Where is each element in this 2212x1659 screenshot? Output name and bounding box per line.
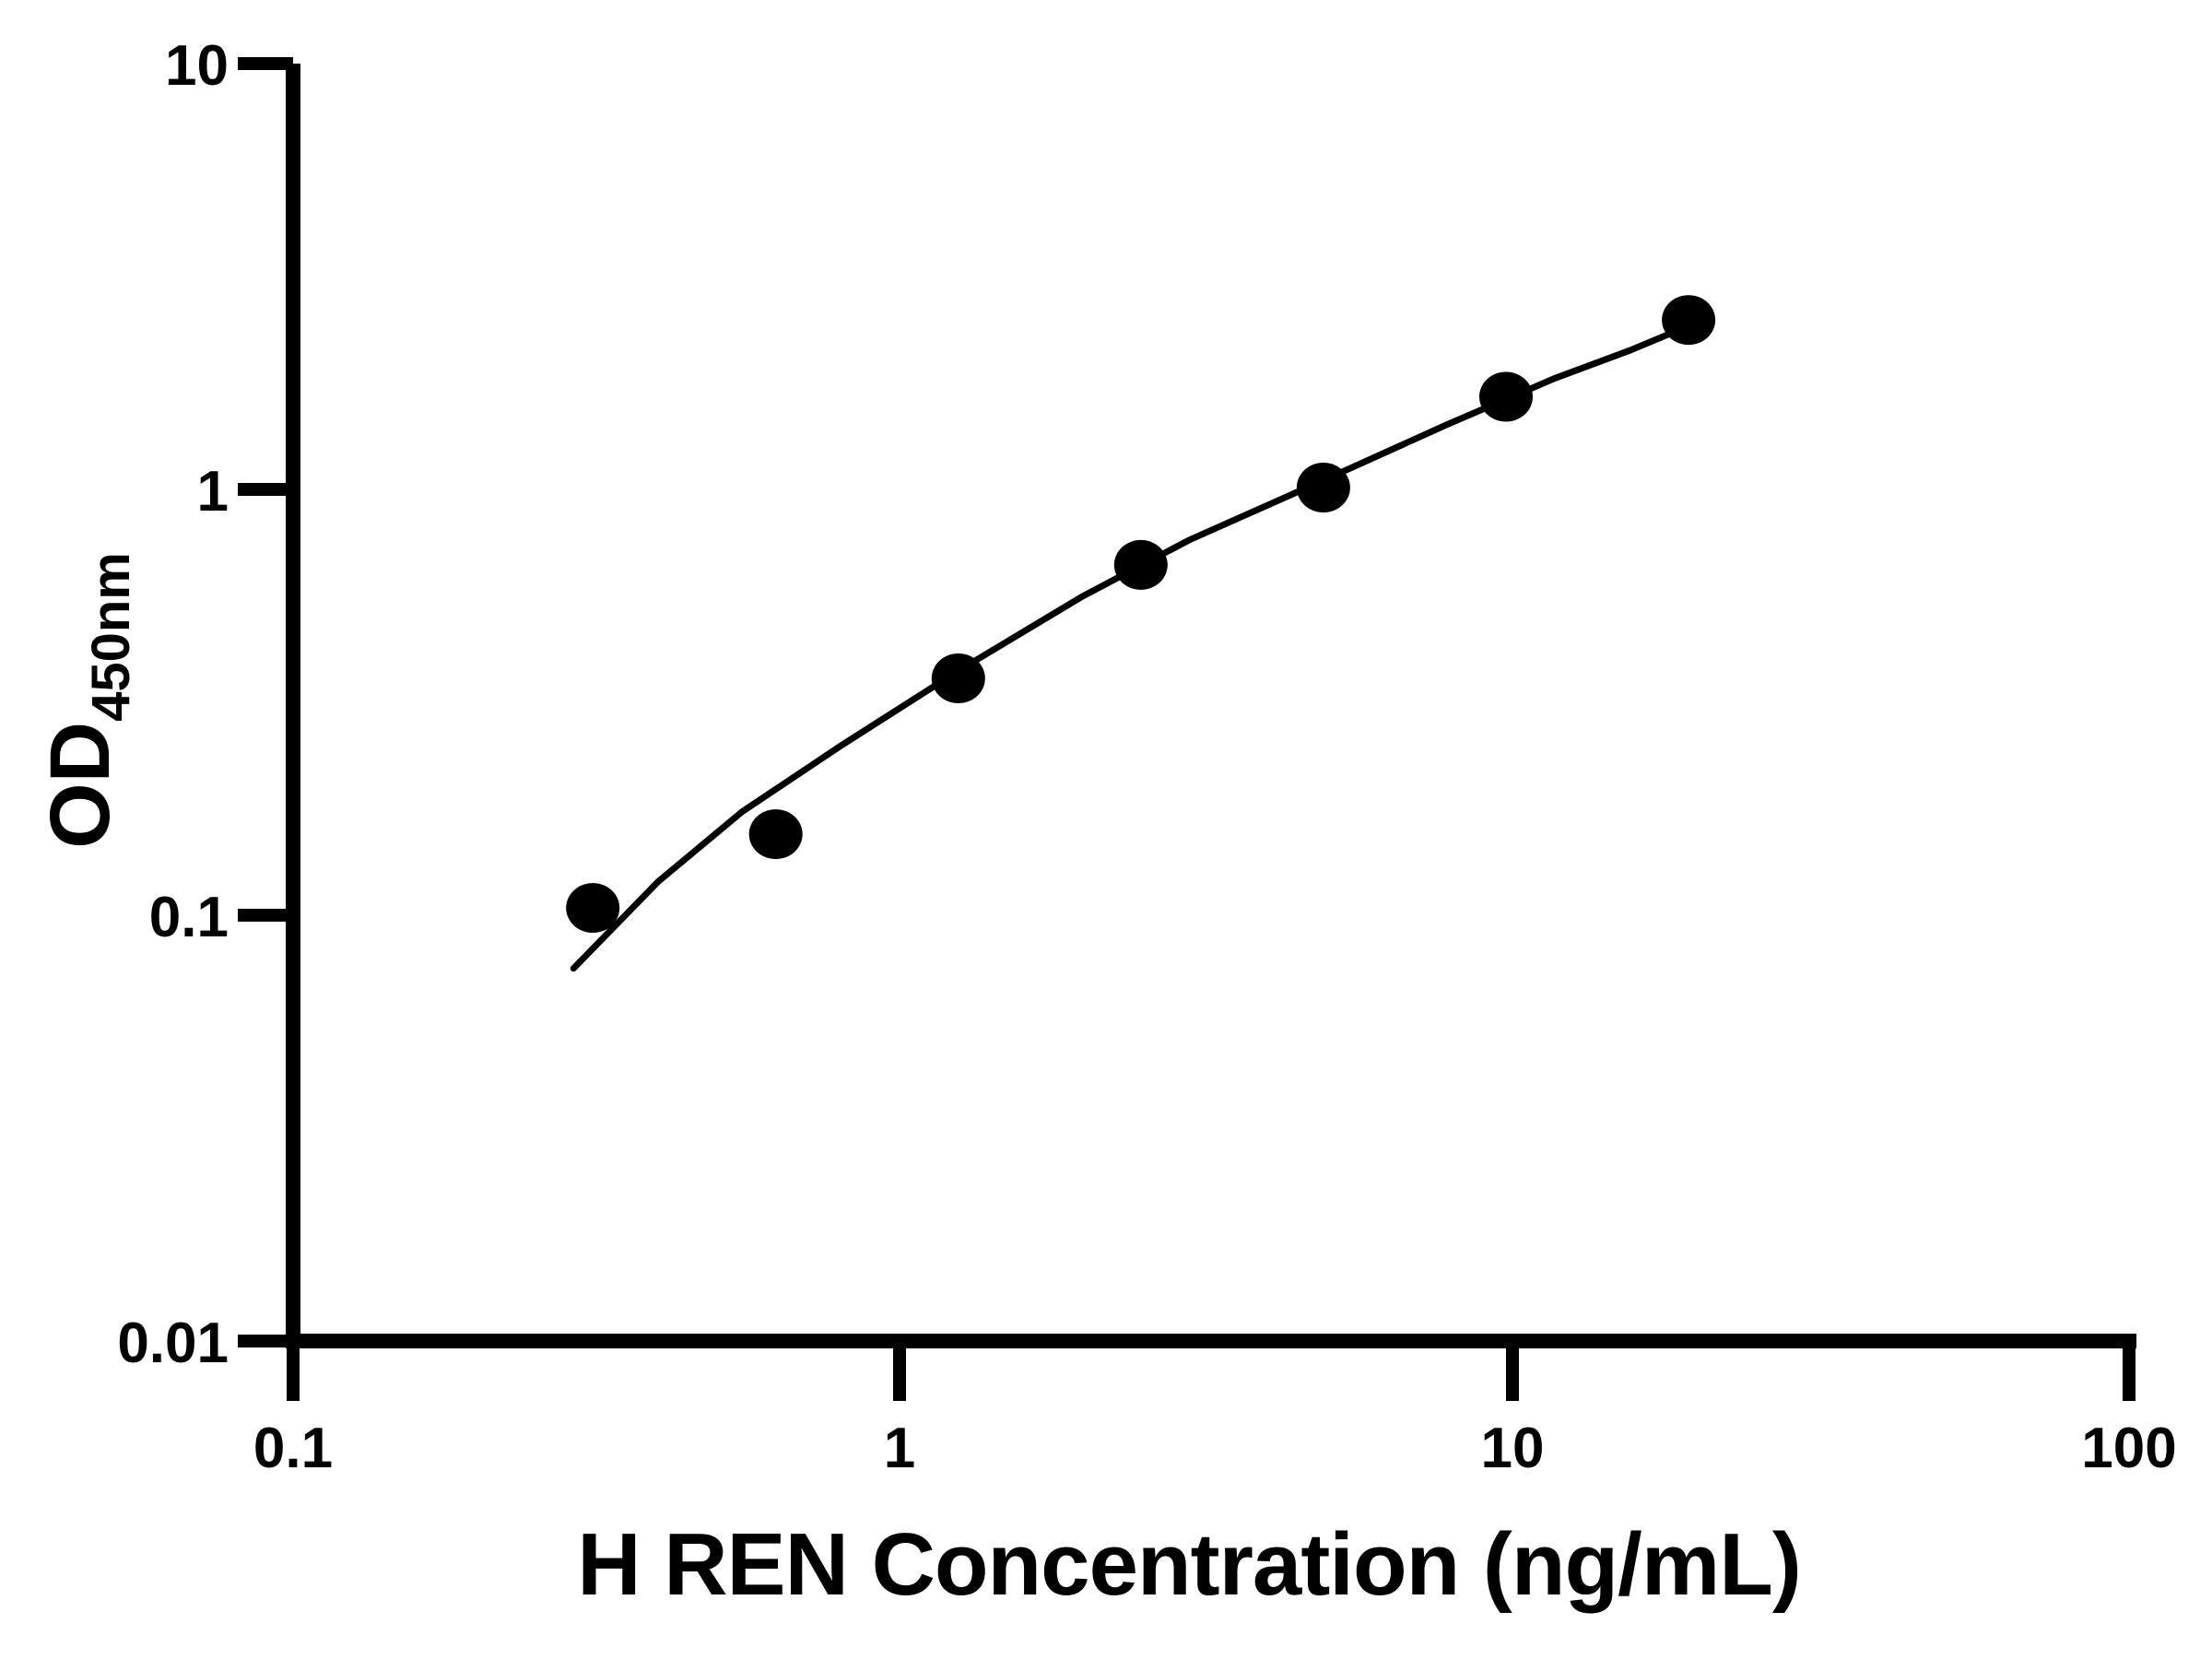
y-axis-title-main: OD450nm xyxy=(33,552,141,849)
data-point-marker xyxy=(1479,371,1533,422)
x-tick-label-0.1: 0.1 xyxy=(253,1417,333,1480)
x-axis-title: H REN Concentration (ng/mL) xyxy=(577,1515,1801,1614)
data-point-marker xyxy=(1662,295,1716,346)
x-tick-label-100: 100 xyxy=(2081,1417,2176,1480)
data-point-marker xyxy=(748,809,803,860)
data-points xyxy=(566,295,1716,934)
y-axis-title-subscript: 450nm xyxy=(81,552,141,722)
y-tick-label-0.1: 0.1 xyxy=(149,886,229,949)
y-tick-label-1: 1 xyxy=(197,460,229,524)
x-tick-label-1: 1 xyxy=(884,1417,915,1480)
data-point-marker xyxy=(1296,463,1350,512)
data-point-marker xyxy=(566,883,620,934)
data-point-marker xyxy=(931,653,985,703)
y-tick-label-0.01: 0.01 xyxy=(117,1312,229,1375)
y-axis-ticks xyxy=(238,57,293,1347)
y-axis-title: OD450nm xyxy=(33,552,141,849)
data-point-marker xyxy=(1113,539,1168,590)
y-axis-title-od: OD xyxy=(33,722,127,849)
x-axis-ticks xyxy=(287,1341,2136,1401)
x-tick-label-10: 10 xyxy=(1481,1417,1545,1480)
y-tick-label-10: 10 xyxy=(165,34,229,98)
